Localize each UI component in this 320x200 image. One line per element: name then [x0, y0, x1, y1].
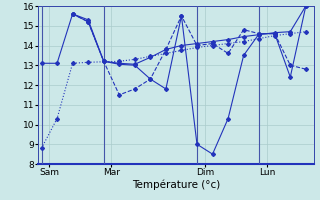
X-axis label: Température (°c): Température (°c) — [132, 180, 220, 190]
